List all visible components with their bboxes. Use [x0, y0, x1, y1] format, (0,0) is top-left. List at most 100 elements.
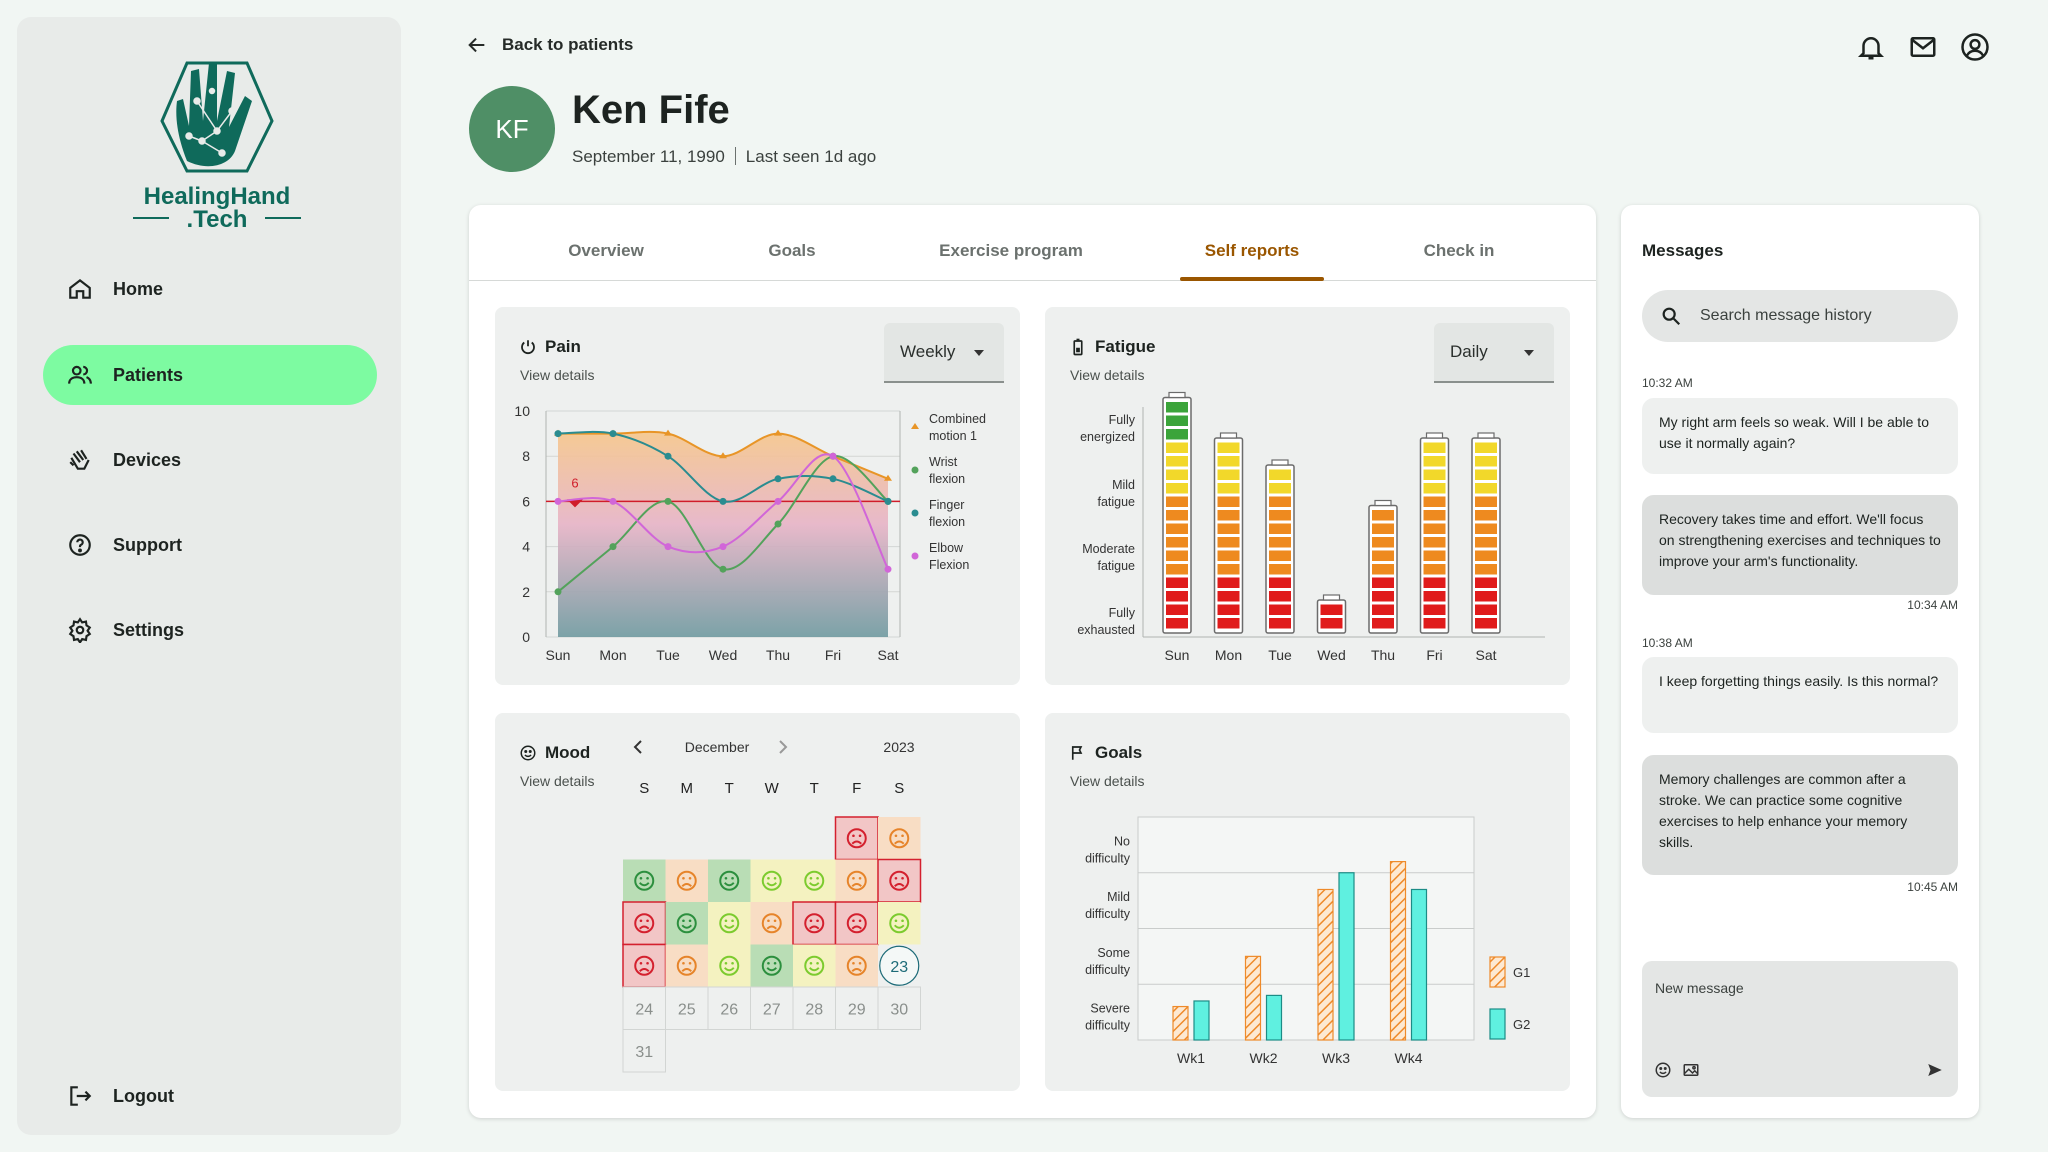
message-time: 10:45 AM — [1907, 880, 1958, 894]
fatigue-segment — [1269, 604, 1291, 615]
pain-point — [774, 475, 782, 483]
mood-face-eye — [724, 919, 728, 923]
flag-icon — [1071, 746, 1083, 760]
nav-patients[interactable]: Patients — [43, 345, 377, 405]
fatigue-segment — [1217, 618, 1240, 629]
goals-bar-g2 — [1338, 872, 1355, 1041]
nav-devices[interactable]: Devices — [43, 430, 377, 490]
goals-view-details[interactable]: View details — [1070, 773, 1145, 789]
mood-face-eye — [639, 876, 643, 880]
fatigue-level-label: Fully — [1109, 606, 1136, 620]
fatigue-view-details[interactable]: View details — [1070, 367, 1145, 383]
fatigue-segment — [1166, 604, 1188, 615]
goals-level-label: Some — [1097, 946, 1130, 960]
mood-day-cell — [878, 902, 921, 945]
mood-face-mouth — [851, 925, 862, 930]
mood-face-eye — [894, 834, 898, 838]
fatigue-segment — [1269, 564, 1291, 575]
fatigue-battery-cap — [1322, 594, 1341, 601]
goals-x-tick: Wk3 — [1322, 1050, 1350, 1066]
fatigue-segment — [1372, 550, 1394, 561]
mood-face-icon — [761, 955, 782, 976]
fatigue-period-select[interactable]: Daily — [1434, 323, 1554, 383]
fatigue-segment — [1217, 442, 1240, 453]
mood-face-eye — [809, 876, 813, 880]
mail-icon[interactable] — [1908, 32, 1938, 62]
fatigue-segment — [1269, 591, 1291, 602]
pain-view-details[interactable]: View details — [520, 367, 595, 383]
message-search-input[interactable]: Search message history — [1642, 290, 1958, 342]
nav-logout[interactable]: Logout — [43, 1066, 377, 1126]
mood-face-icon — [719, 913, 740, 934]
fatigue-segment — [1166, 483, 1188, 494]
send-icon[interactable] — [1926, 1061, 1944, 1079]
mood-face-eye — [773, 961, 777, 965]
pain-point — [719, 497, 727, 505]
image-icon[interactable] — [1682, 1061, 1700, 1079]
fatigue-segment — [1475, 510, 1497, 521]
fatigue-segment — [1217, 604, 1240, 615]
tab-check-in[interactable]: Check in — [1423, 241, 1495, 260]
nav-settings[interactable]: Settings — [43, 600, 377, 660]
weekday-label: S — [894, 780, 904, 797]
mood-face-icon — [719, 870, 740, 891]
mood-day-cell — [877, 858, 922, 903]
future-day-number: 26 — [720, 1001, 738, 1018]
pain-x-tick: Tue — [656, 647, 680, 663]
patient-name: Ken Fife — [572, 88, 730, 132]
pain-period-select[interactable]: Weekly — [884, 323, 1004, 383]
future-day-cell — [877, 986, 921, 1030]
tab-goals[interactable]: Goals — [768, 241, 816, 260]
pain-point — [719, 565, 727, 573]
goals-level-label: difficulty — [1085, 963, 1131, 977]
mood-face-eye — [639, 961, 643, 965]
fatigue-segment — [1217, 550, 1240, 561]
goals-x-tick: Wk2 — [1250, 1050, 1278, 1066]
new-message-input[interactable]: New message — [1642, 961, 1958, 1097]
future-day-number: 29 — [848, 1001, 866, 1018]
bell-icon[interactable] — [1856, 32, 1886, 62]
future-day-cell — [707, 986, 751, 1030]
mood-day-cell — [793, 859, 836, 902]
fatigue-segment — [1217, 496, 1240, 507]
pain-y-tick: 10 — [514, 403, 530, 419]
fatigue-segment — [1166, 523, 1188, 534]
fatigue-segment — [1372, 523, 1394, 534]
nav-home-label: Home — [113, 278, 164, 299]
nav-home[interactable]: Home — [43, 259, 377, 319]
caret-down-icon — [974, 350, 984, 356]
goals-bar-g2 — [1410, 888, 1428, 1041]
fatigue-segment — [1423, 496, 1446, 507]
mood-view-details[interactable]: View details — [520, 773, 595, 789]
pain-point — [774, 520, 782, 528]
future-day-cell — [750, 986, 794, 1030]
fatigue-segment — [1423, 523, 1446, 534]
fatigue-level-label: exhausted — [1077, 623, 1135, 637]
emoji-icon[interactable] — [1654, 1061, 1672, 1079]
tab-exercise-program[interactable]: Exercise program — [939, 241, 1083, 260]
tab-self-reports[interactable]: Self reports — [1204, 241, 1300, 260]
goals-level-label: difficulty — [1085, 1019, 1131, 1033]
fatigue-level-label: energized — [1080, 430, 1135, 444]
future-day-number: 31 — [635, 1044, 653, 1061]
mood-face-mouth — [681, 968, 692, 972]
new-message-placeholder: New message — [1655, 980, 1744, 996]
fatigue-segment — [1217, 564, 1240, 575]
fatigue-battery — [1471, 437, 1501, 634]
fatigue-segment — [1269, 483, 1291, 494]
tab-overview[interactable]: Overview — [568, 241, 644, 260]
fatigue-segment — [1269, 469, 1291, 480]
mood-day-cell — [622, 901, 667, 946]
mood-face-eye — [858, 961, 862, 965]
mood-face-icon — [804, 913, 825, 934]
back-to-patients-link[interactable]: Back to patients — [466, 34, 633, 56]
fatigue-segment — [1423, 577, 1446, 588]
nav-support[interactable]: Support — [43, 515, 377, 575]
mood-face-eye — [816, 961, 819, 965]
mood-face-mouth — [681, 924, 692, 929]
message-bubble-patient: I keep forgetting things easily. Is this… — [1642, 657, 1958, 733]
fatigue-battery-cap — [1219, 432, 1238, 439]
fatigue-segment — [1475, 496, 1497, 507]
goals-bar-g2 — [1265, 994, 1283, 1041]
account-icon[interactable] — [1960, 32, 1990, 62]
